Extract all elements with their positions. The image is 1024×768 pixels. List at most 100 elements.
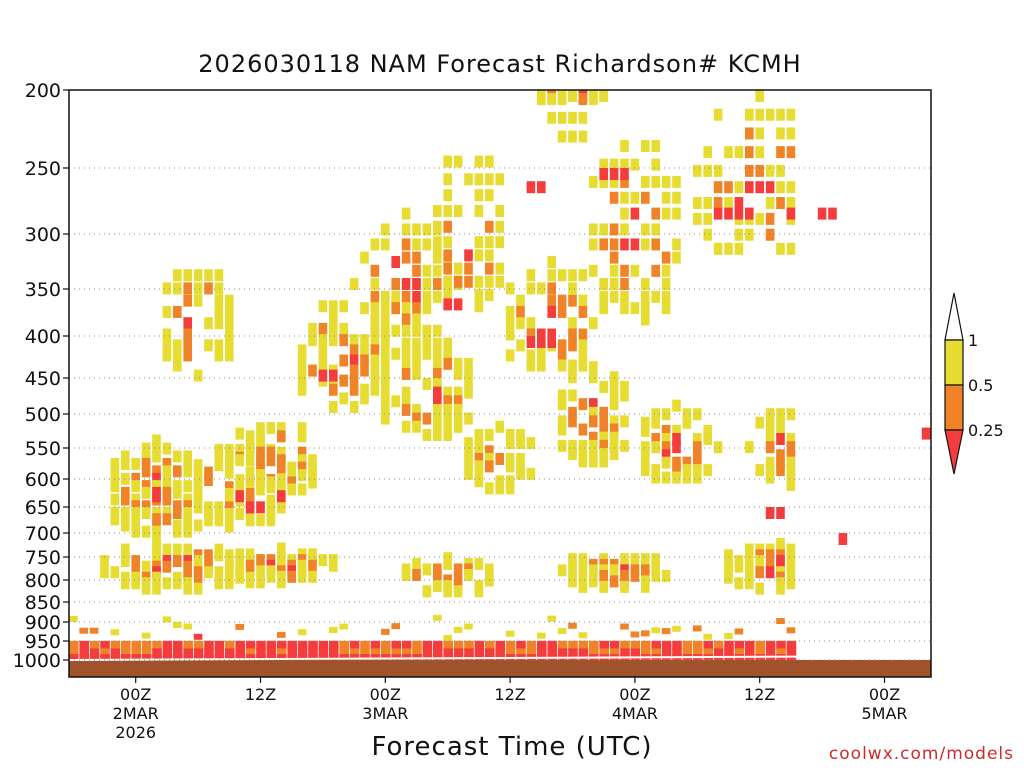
ri-cell (214, 640, 225, 650)
ri-cell (412, 648, 422, 658)
ri-cell (433, 386, 442, 399)
ri-cell (225, 443, 234, 456)
ri-cell (474, 467, 484, 480)
ri-cell (599, 448, 608, 460)
ri-cell (651, 290, 660, 303)
ri-cell (609, 251, 619, 264)
ri-cell (214, 514, 224, 527)
ri-cell (422, 585, 432, 598)
ri-cell (360, 383, 369, 396)
ri-cell (121, 472, 130, 485)
ri-cell (609, 238, 619, 251)
ri-cell (537, 336, 546, 348)
ri-cell (370, 383, 380, 396)
ri-cell (329, 559, 338, 572)
ri-cell (89, 640, 100, 650)
ri-cell (287, 570, 296, 583)
ri-cell (641, 441, 650, 454)
ri-cell (537, 632, 546, 639)
legend-swatch-lt0.25 (944, 429, 964, 475)
ri-cell (183, 500, 192, 513)
x-tick-label: 00Z (619, 685, 650, 704)
ri-cell (370, 354, 380, 367)
ri-cell (183, 582, 192, 595)
ri-cell (786, 479, 796, 491)
ri-cell (381, 238, 390, 251)
y-tick-label: 200 (25, 80, 61, 102)
ri-cell (661, 251, 671, 264)
ri-cell (557, 269, 567, 282)
ri-cell (69, 640, 79, 650)
ri-cell (214, 269, 224, 282)
ri-cell (578, 359, 588, 372)
ri-cell (786, 181, 796, 194)
ri-cell (693, 625, 702, 632)
y-tick-label: 1000 (13, 650, 61, 672)
ri-cell (453, 648, 464, 658)
ri-cell (474, 289, 484, 301)
ri-cell (474, 236, 484, 249)
ri-cell (433, 220, 442, 233)
ri-cell (360, 302, 369, 315)
ri-cell (287, 469, 296, 482)
ri-cell (557, 111, 567, 124)
ri-cell (245, 576, 255, 589)
ri-cell (599, 278, 608, 290)
ri-cell (214, 549, 224, 562)
ri-cell (173, 507, 182, 519)
legend-swatch-0.25-0.5 (944, 384, 964, 431)
ri-cell (755, 164, 764, 177)
ri-cell (599, 158, 608, 171)
legend-swatch-gt1 (944, 292, 964, 341)
ri-cell (391, 648, 401, 658)
ri-cell (568, 269, 577, 282)
ri-cell (505, 482, 515, 495)
ri-cell (100, 640, 110, 650)
ri-cell (620, 191, 629, 204)
ri-cell (453, 275, 463, 288)
ri-cell (516, 428, 525, 441)
x-tick-label: 5MAR (861, 704, 907, 723)
ri-cell (651, 553, 660, 566)
ri-cell (630, 553, 640, 566)
ri-cell (505, 648, 516, 658)
ri-cell (641, 449, 650, 462)
ri-cell (589, 439, 598, 452)
ri-cell (557, 439, 567, 452)
ri-cell (537, 93, 546, 106)
ri-cell (193, 648, 204, 658)
ri-cell (141, 560, 151, 573)
ri-cell (443, 236, 452, 249)
ri-cell (485, 648, 495, 658)
ri-cell (630, 191, 640, 204)
ri-cell (204, 317, 213, 330)
ri-cell (266, 514, 276, 527)
ri-cell (516, 294, 525, 307)
ri-cell (121, 519, 130, 532)
ri-cell (391, 256, 400, 268)
ri-cell (225, 339, 234, 352)
ri-cell (193, 282, 203, 295)
ri-cell (693, 456, 702, 469)
ri-cell (245, 501, 255, 514)
ri-cell (193, 501, 203, 514)
ri-cell (661, 278, 671, 290)
ri-cell (121, 654, 131, 664)
ri-cell (401, 403, 411, 416)
ri-cell (443, 585, 452, 598)
ri-cell (568, 294, 577, 307)
ri-cell (308, 322, 317, 335)
ri-cell (141, 654, 152, 664)
x-tick-label: 00Z (370, 685, 401, 704)
ri-cell (786, 471, 796, 484)
ri-cell (329, 334, 338, 347)
ri-cell (526, 269, 536, 282)
ri-cell (765, 464, 775, 477)
ri-cell (360, 354, 369, 367)
ri-cell (703, 197, 712, 210)
ri-cell (235, 454, 244, 467)
ri-cell (173, 648, 183, 658)
ri-cell (183, 623, 192, 630)
ri-cell (349, 354, 359, 367)
ri-cell (370, 238, 380, 251)
